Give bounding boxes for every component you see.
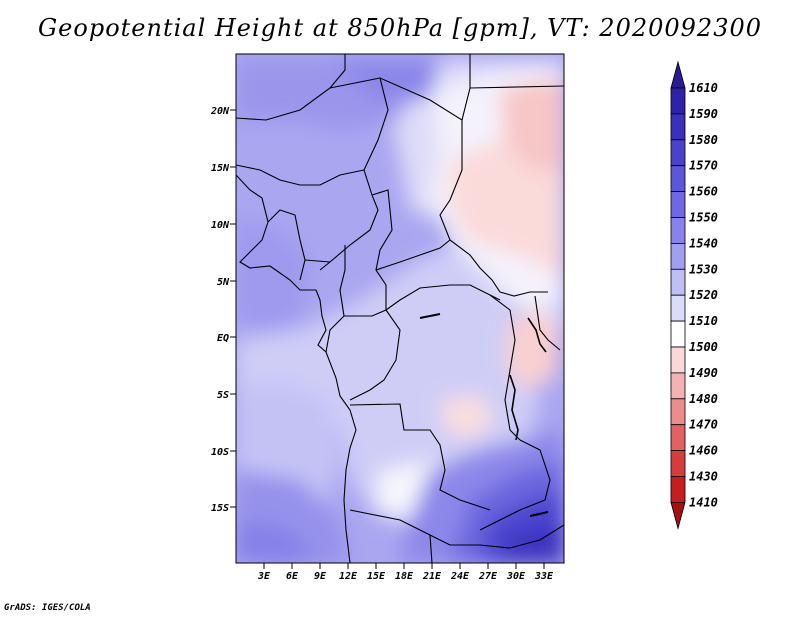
country-borders xyxy=(236,54,564,563)
height-field xyxy=(236,54,564,563)
lat-tick-label: 20N xyxy=(210,106,230,117)
colorbar-swatch xyxy=(670,424,686,452)
colorbar-bottom-arrow xyxy=(670,501,686,530)
colorbar-swatch xyxy=(670,165,686,192)
lon-tick-label: 24E xyxy=(450,571,470,582)
lon-tick-label: 3E xyxy=(257,571,271,582)
colorbar-swatch xyxy=(670,372,686,400)
colorbar-swatch xyxy=(670,242,686,270)
lat-tick-label: 10N xyxy=(211,220,230,231)
lon-tick-label: 30E xyxy=(506,571,526,582)
lat-tick-label: 15S xyxy=(211,503,229,514)
colorbar-level-label: 1410 xyxy=(689,495,718,509)
colorbar-level-label: 1530 xyxy=(689,262,718,276)
colorbar-level-label: 1480 xyxy=(689,392,718,406)
colorbar-level-label: 1550 xyxy=(689,211,718,225)
map-title: Geopotential Height at 850hPa [gpm], VT:… xyxy=(38,14,762,42)
colorbar-swatch xyxy=(670,450,686,477)
colorbar-top-arrow xyxy=(670,60,686,89)
lon-tick-label: 21E xyxy=(422,571,442,582)
colorbar-swatch xyxy=(670,268,686,296)
lon-tick-label: 27E xyxy=(478,571,498,582)
lat-tick-label: 5N xyxy=(217,277,230,288)
colorbar-level-label: 1500 xyxy=(689,340,718,354)
latitude-axis: 20N 15N 10N 5N EQ 5S 10S 15S xyxy=(210,106,236,514)
lon-tick-label: 33E xyxy=(534,571,554,582)
colorbar-level-label: 1510 xyxy=(689,314,718,328)
lon-tick-label: 6E xyxy=(286,571,299,582)
map-frame xyxy=(235,53,565,564)
lat-tick-label: 10S xyxy=(211,447,229,458)
colorbar-level-label: 1460 xyxy=(689,444,718,458)
longitude-axis: 3E 6E 9E 12E 15E 18E 21E 24E 27E 30E 33E xyxy=(257,563,554,582)
colorbar-level-label: 1490 xyxy=(689,366,718,380)
colorbar-level-label: 1590 xyxy=(689,107,718,121)
lat-tick-label: 15N xyxy=(211,163,230,174)
colorbar-swatch xyxy=(670,320,686,348)
lon-tick-label: 15E xyxy=(367,571,386,582)
colorbar-swatch xyxy=(670,113,686,141)
colorbar-level-label: 1560 xyxy=(689,185,718,199)
colorbar-swatch xyxy=(670,294,686,322)
colorbar-level-label: 1570 xyxy=(689,159,718,173)
lon-tick-label: 9E xyxy=(314,571,327,582)
lat-tick-label: 5S xyxy=(217,390,229,401)
colorbar-swatch xyxy=(670,217,686,244)
colorbar-swatch xyxy=(670,476,686,503)
colorbar-swatch xyxy=(670,398,686,426)
colorbar-swatch xyxy=(670,87,686,115)
lon-tick-label: 12E xyxy=(339,571,358,582)
colorbar-level-label: 1520 xyxy=(689,288,718,302)
colorbar-level-label: 1610 xyxy=(689,81,718,95)
colorbar-level-label: 1430 xyxy=(689,470,718,484)
colorbar-swatch xyxy=(670,191,686,218)
colorbar: 1610 1590 1580 1570 1560 1550 1540 1530 1520 1510… xyxy=(670,60,718,530)
colorbar-swatch xyxy=(670,139,686,167)
colorbar-level-label: 1470 xyxy=(689,418,718,432)
lon-tick-label: 18E xyxy=(395,571,414,582)
grads-credit: GrADS: IGES/COLA xyxy=(4,603,91,613)
colorbar-swatch xyxy=(670,346,686,374)
colorbar-level-label: 1580 xyxy=(689,133,718,147)
lat-tick-label: EQ xyxy=(217,333,229,344)
colorbar-level-label: 1540 xyxy=(689,236,718,250)
